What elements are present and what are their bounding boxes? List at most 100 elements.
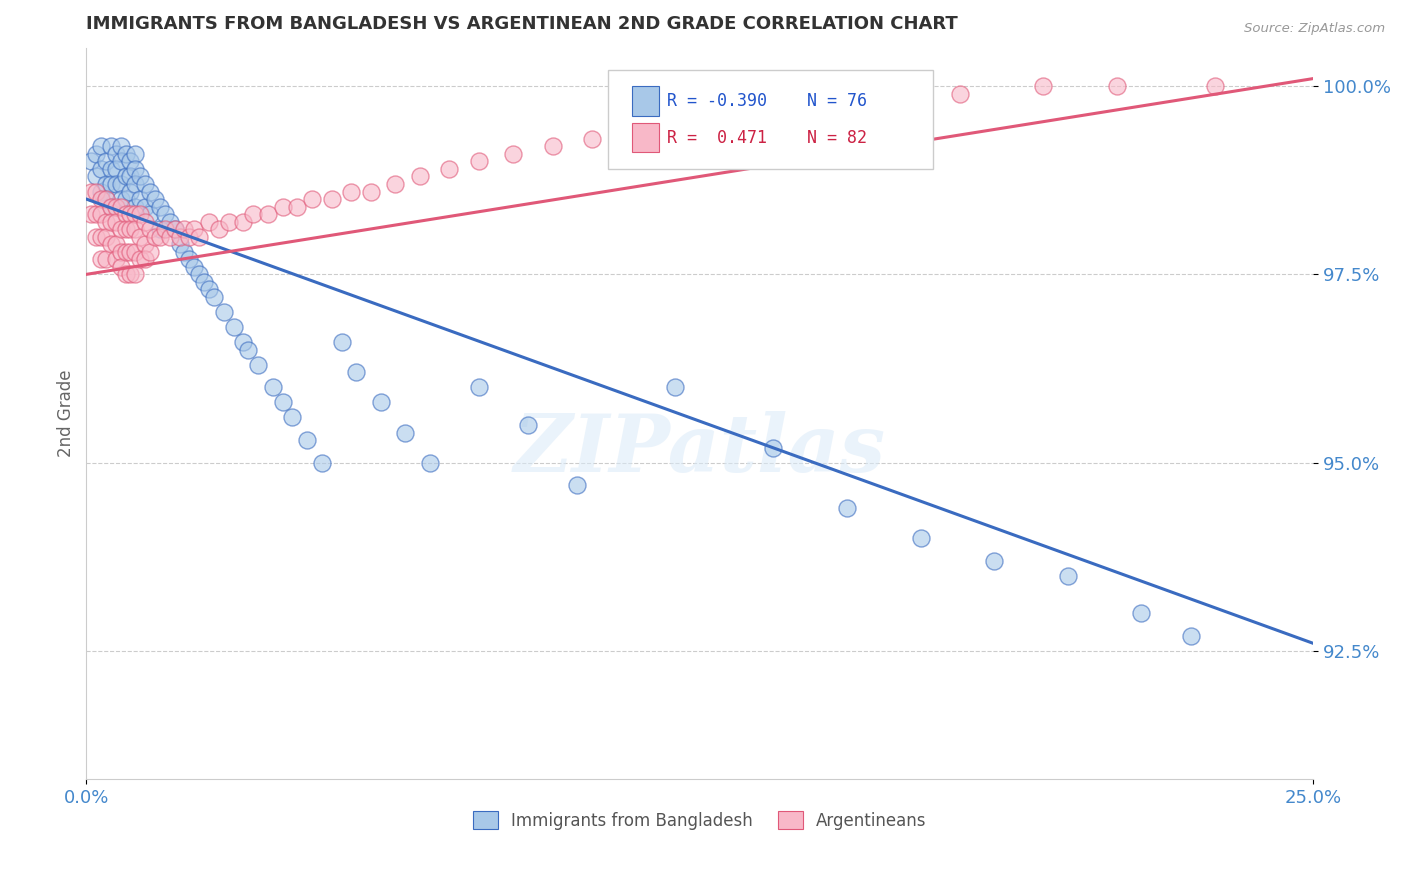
- Point: [163, 222, 186, 236]
- Text: Source: ZipAtlas.com: Source: ZipAtlas.com: [1244, 22, 1385, 36]
- Point: [129, 229, 152, 244]
- Point: [1180, 629, 1202, 643]
- Point: [124, 200, 146, 214]
- Text: ZIPatlas: ZIPatlas: [513, 411, 886, 489]
- Y-axis label: 2nd Grade: 2nd Grade: [58, 370, 75, 458]
- Point: [949, 87, 972, 101]
- Point: [340, 185, 363, 199]
- Point: [581, 132, 603, 146]
- Point: [120, 185, 142, 199]
- Point: [134, 200, 156, 214]
- Point: [153, 222, 176, 236]
- Point: [321, 192, 343, 206]
- Point: [110, 244, 132, 259]
- Point: [163, 222, 186, 236]
- Point: [624, 124, 647, 138]
- Point: [370, 395, 392, 409]
- Point: [153, 207, 176, 221]
- Point: [120, 268, 142, 282]
- Point: [100, 200, 122, 214]
- Point: [173, 222, 195, 236]
- Point: [80, 207, 103, 221]
- Text: IMMIGRANTS FROM BANGLADESH VS ARGENTINEAN 2ND GRADE CORRELATION CHART: IMMIGRANTS FROM BANGLADESH VS ARGENTINEA…: [86, 15, 957, 33]
- Point: [218, 214, 240, 228]
- Point: [100, 237, 122, 252]
- Text: R = -0.390    N = 76: R = -0.390 N = 76: [666, 92, 866, 110]
- Point: [114, 222, 136, 236]
- Point: [104, 177, 127, 191]
- Point: [94, 154, 117, 169]
- Point: [134, 214, 156, 228]
- Point: [910, 531, 932, 545]
- Point: [134, 237, 156, 252]
- Point: [242, 207, 264, 221]
- Point: [90, 192, 112, 206]
- Point: [238, 343, 260, 357]
- Point: [124, 268, 146, 282]
- Point: [134, 177, 156, 191]
- Point: [173, 244, 195, 259]
- Point: [110, 177, 132, 191]
- Point: [139, 244, 162, 259]
- Point: [110, 192, 132, 206]
- Point: [179, 229, 201, 244]
- Point: [80, 154, 103, 169]
- Point: [84, 169, 107, 184]
- Point: [114, 192, 136, 206]
- Point: [110, 222, 132, 236]
- Point: [541, 139, 564, 153]
- Point: [835, 500, 858, 515]
- Point: [384, 177, 406, 191]
- Point: [468, 380, 491, 394]
- Point: [124, 244, 146, 259]
- Point: [202, 290, 225, 304]
- Point: [120, 169, 142, 184]
- Point: [232, 335, 254, 350]
- Bar: [633, 123, 659, 153]
- Point: [94, 229, 117, 244]
- Point: [149, 229, 172, 244]
- Point: [311, 456, 333, 470]
- Point: [90, 161, 112, 176]
- Text: R =  0.471    N = 82: R = 0.471 N = 82: [666, 128, 866, 146]
- Point: [139, 207, 162, 221]
- Point: [409, 169, 432, 184]
- Point: [330, 335, 353, 350]
- Point: [90, 207, 112, 221]
- Point: [90, 139, 112, 153]
- Point: [159, 214, 181, 228]
- Point: [271, 395, 294, 409]
- Point: [124, 177, 146, 191]
- Point: [1057, 568, 1080, 582]
- Point: [188, 268, 211, 282]
- Point: [188, 229, 211, 244]
- Point: [104, 214, 127, 228]
- Point: [169, 229, 191, 244]
- FancyBboxPatch shape: [607, 70, 934, 169]
- Point: [84, 229, 107, 244]
- Point: [139, 222, 162, 236]
- Point: [80, 185, 103, 199]
- Point: [84, 185, 107, 199]
- Point: [262, 380, 284, 394]
- Point: [90, 229, 112, 244]
- Point: [84, 147, 107, 161]
- Point: [198, 214, 221, 228]
- Point: [439, 161, 461, 176]
- Point: [104, 252, 127, 267]
- Point: [295, 433, 318, 447]
- Point: [120, 154, 142, 169]
- Point: [183, 260, 205, 274]
- Point: [285, 200, 308, 214]
- Point: [94, 177, 117, 191]
- Point: [104, 237, 127, 252]
- Point: [100, 200, 122, 214]
- Point: [193, 275, 215, 289]
- Point: [104, 161, 127, 176]
- Point: [1105, 79, 1128, 94]
- Point: [301, 192, 323, 206]
- Point: [257, 207, 280, 221]
- Point: [179, 252, 201, 267]
- Point: [114, 147, 136, 161]
- Point: [183, 222, 205, 236]
